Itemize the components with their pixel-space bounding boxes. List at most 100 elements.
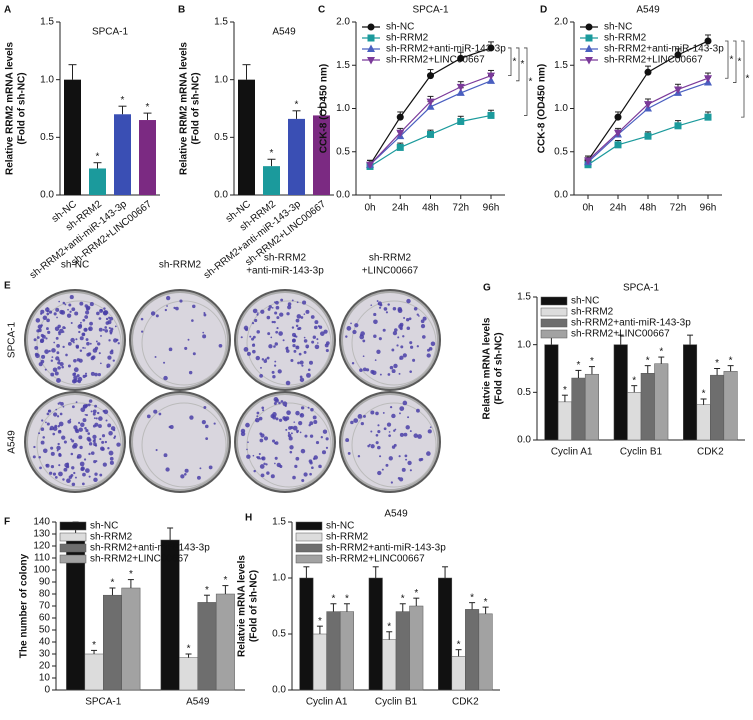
colony [429, 426, 432, 429]
error-bar [68, 64, 77, 80]
colony [391, 413, 396, 419]
colony [296, 301, 299, 304]
colony [33, 445, 36, 449]
colony [189, 415, 194, 420]
colony [311, 340, 315, 344]
data-point [644, 132, 652, 140]
y-tick-label: 0.5 [214, 132, 228, 143]
significance-mark: * [146, 102, 150, 113]
colony [279, 312, 284, 317]
colony [59, 328, 64, 334]
colony [387, 303, 390, 306]
significance-mark: * [746, 74, 750, 85]
colony [55, 307, 60, 312]
colony [274, 462, 276, 465]
colony [308, 360, 313, 365]
colony [274, 456, 278, 460]
colony [289, 450, 293, 454]
y-tick-label: 70 [39, 601, 51, 612]
colony [82, 418, 87, 423]
colony [314, 320, 319, 325]
colony [379, 455, 382, 458]
colony [48, 409, 52, 413]
x-tick-label: 96h [483, 203, 500, 214]
error-bar [317, 106, 326, 116]
colony [184, 346, 188, 350]
colony [256, 456, 259, 459]
colony [267, 307, 271, 311]
colony [303, 350, 307, 354]
significance-mark: * [529, 76, 533, 87]
error-bar [644, 365, 651, 374]
colony [55, 336, 59, 340]
colony [88, 452, 91, 456]
chart-title: A549 [384, 509, 408, 520]
colony [71, 439, 75, 443]
panel-letter: C [318, 5, 325, 16]
bar [64, 79, 81, 195]
colony [203, 311, 206, 314]
series-line [369, 75, 492, 166]
colony [93, 417, 96, 420]
colony [107, 423, 112, 428]
colony [359, 334, 362, 336]
column-label: +LINC00667 [362, 266, 419, 277]
colony [405, 425, 410, 430]
panel-letter: D [540, 5, 547, 16]
bar [409, 605, 424, 691]
colony [404, 454, 408, 458]
colony [91, 355, 96, 360]
x-tick-label: 0h [582, 203, 593, 214]
x-tick-label: 0h [364, 203, 375, 214]
colony [71, 405, 75, 409]
colony [420, 319, 425, 324]
y-tick-label: 1.5 [554, 60, 568, 71]
colony [315, 440, 320, 445]
colony [293, 421, 296, 423]
significance-mark: * [563, 385, 567, 396]
significance-mark: * [729, 355, 733, 366]
colony [56, 344, 60, 348]
colony [73, 471, 76, 475]
colony [287, 431, 290, 434]
colony [201, 420, 206, 425]
colony [399, 412, 401, 415]
colony [304, 434, 308, 438]
colony [258, 416, 263, 421]
legend-label: sh-RRM2 [90, 532, 133, 543]
colony [271, 370, 275, 374]
y-axis-label: The number of colony [19, 553, 30, 658]
y-tick-label: 10 [39, 673, 51, 684]
colony [184, 472, 187, 476]
colony [259, 432, 263, 436]
colony [74, 476, 77, 479]
y-axis-label: (Fold of sh-NC) [249, 570, 260, 642]
colony [367, 444, 370, 448]
data-point [426, 98, 435, 107]
colony [58, 429, 62, 433]
colony [416, 408, 420, 413]
data-point [427, 72, 434, 80]
legend-marker [367, 34, 375, 42]
bar [571, 377, 586, 441]
colony [325, 446, 329, 449]
data-point [644, 68, 652, 76]
significance-bracket [725, 40, 729, 79]
colony [400, 345, 404, 349]
colony [46, 312, 50, 316]
colony [100, 446, 105, 451]
colony [299, 431, 302, 434]
error-bar [413, 597, 420, 606]
colony [294, 464, 298, 468]
colony [164, 308, 167, 312]
colony [266, 356, 270, 360]
colony [45, 421, 47, 424]
colony [287, 302, 292, 306]
bar [438, 577, 453, 691]
colony [385, 463, 389, 467]
colony [90, 410, 93, 413]
colony [88, 442, 93, 446]
bar [103, 594, 122, 691]
colony [208, 465, 213, 470]
colony [370, 410, 375, 415]
